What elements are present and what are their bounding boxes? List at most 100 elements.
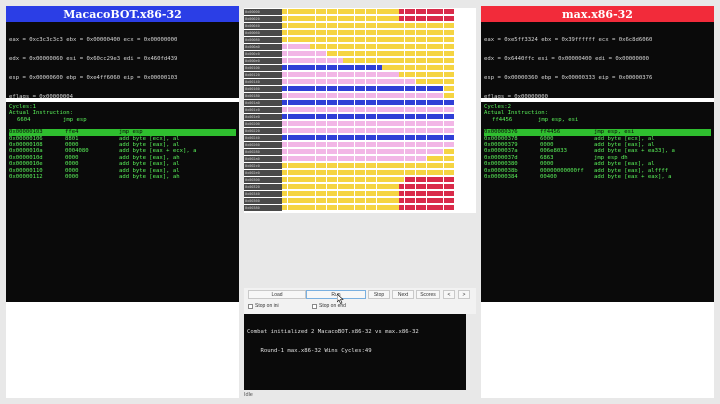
memory-cell: [393, 135, 399, 140]
memory-cell: [410, 86, 416, 91]
memory-cell: [426, 156, 432, 161]
memory-cell: [426, 65, 432, 70]
memory-cell: [371, 86, 377, 91]
memory-cell: [282, 198, 288, 203]
code-instruction: add byte [eax], ah: [119, 174, 180, 181]
memory-cell: [426, 16, 432, 21]
memory-cell: [315, 142, 321, 147]
memory-cell: [449, 114, 455, 119]
memory-cell: [426, 58, 432, 63]
memory-cell: [310, 184, 316, 189]
memory-cell: [326, 37, 332, 42]
memory-cell: [365, 191, 371, 196]
code-bytes: 0004080: [65, 148, 89, 155]
memory-cell: [343, 72, 349, 77]
memory-cell: [415, 107, 421, 112]
memory-cell: [282, 51, 288, 56]
memory-cell: [304, 79, 310, 84]
memory-cell: [298, 86, 305, 91]
memory-cell: [432, 30, 438, 35]
memory-cell: [343, 177, 349, 182]
memory-cell: [421, 128, 427, 133]
memory-cell: [415, 79, 421, 84]
memory-cell: [415, 205, 421, 210]
memory-cell: [426, 86, 432, 91]
memory-cell: [326, 121, 332, 126]
checkbox-box[interactable]: [312, 303, 317, 309]
memory-cell: [360, 100, 366, 105]
memory-cell: [354, 170, 360, 175]
right-actual-label: Actual Instruction:: [484, 110, 548, 117]
memory-address-label: 0x00160: [244, 85, 282, 92]
memory-cell: [337, 170, 343, 175]
memory-cell: [387, 16, 394, 21]
memory-cell: [304, 44, 310, 49]
memory-cell: [393, 114, 399, 119]
memory-cell: [304, 170, 310, 175]
memory-cell: [282, 44, 288, 49]
memory-cell: [371, 163, 377, 168]
memory-cell: [437, 23, 444, 28]
memory-cell: [348, 205, 355, 210]
memory-cell: [437, 156, 444, 161]
memory-cell: [382, 37, 388, 42]
memory-cell: [426, 37, 432, 42]
memory-cell: [343, 58, 349, 63]
memory-cell: [399, 191, 405, 196]
memory-cell: [393, 37, 399, 42]
prev-round-button[interactable]: <: [443, 290, 455, 299]
code-address: 0x00000112: [9, 174, 43, 181]
memory-row: 0x00020: [244, 15, 476, 22]
next-button[interactable]: Next: [392, 290, 414, 299]
memory-cell: [399, 170, 405, 175]
memory-cell: [415, 9, 421, 14]
load-button[interactable]: Load: [248, 290, 306, 299]
checkbox-box[interactable]: [248, 303, 253, 309]
memory-cell: [315, 114, 321, 119]
memory-cell: [310, 51, 316, 56]
memory-cell: [326, 86, 332, 91]
memory-cell: [376, 72, 382, 77]
memory-cell: [426, 51, 432, 56]
memory-cell: [298, 135, 305, 140]
next-round-button[interactable]: >: [458, 290, 470, 299]
memory-cell: [348, 93, 355, 98]
memory-row: 0x00000: [244, 8, 476, 15]
memory-cell: [426, 93, 432, 98]
stop-on-ini-checkbox[interactable]: Stop on ini: [248, 303, 279, 309]
left-warrior-title: MacacoBOT.x86-32: [6, 6, 239, 22]
memory-cell: [421, 114, 427, 119]
memory-cell: [404, 86, 410, 91]
memory-cell: [287, 191, 293, 196]
memory-cell: [437, 177, 444, 182]
memory-cell: [382, 79, 388, 84]
memory-row: 0x00200: [244, 120, 476, 127]
memory-cell: [304, 100, 310, 105]
memory-cell: [437, 163, 444, 168]
run-button[interactable]: Run: [306, 290, 366, 299]
memory-cell: [443, 198, 449, 203]
memory-cell: [404, 37, 410, 42]
scores-button[interactable]: Scores: [416, 290, 440, 299]
code-address: 0x00000110: [9, 167, 43, 174]
memory-address-label: 0x001e0: [244, 113, 282, 120]
memory-cell: [415, 93, 421, 98]
memory-cell: [304, 107, 310, 112]
memory-cell: [432, 44, 438, 49]
memory-cell: [415, 37, 421, 42]
code-bytes: 006e8033: [540, 148, 567, 155]
memory-cell: [282, 163, 288, 168]
memory-cell: [415, 184, 421, 189]
memory-cell: [298, 128, 305, 133]
memory-cell: [343, 16, 349, 21]
memory-cell: [449, 184, 455, 189]
memory-cell: [443, 58, 449, 63]
memory-cell: [360, 9, 366, 14]
memory-cell: [343, 9, 349, 14]
stop-on-end-checkbox[interactable]: Stop on end: [312, 303, 346, 309]
stop-button[interactable]: Stop: [368, 290, 390, 299]
memory-cell: [282, 72, 288, 77]
left-registers: eax = 0xc3c3c3c3 ebx = 0x00000400 ecx = …: [6, 22, 239, 100]
left-code-line: 0x0000010a 0004080 add byte [eax + ecx], a: [9, 148, 236, 154]
memory-cell: [304, 51, 310, 56]
